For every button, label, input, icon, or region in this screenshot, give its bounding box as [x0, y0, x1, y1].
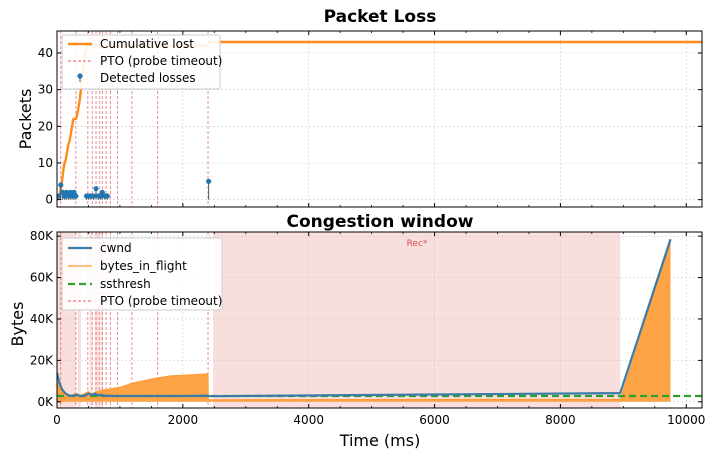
packet-loss-panel: Packet Loss Packets 0 10 20 30 40 Cumulative…	[16, 7, 703, 208]
x-tick-label: 8000	[545, 413, 576, 427]
y-tick-label: 60K	[30, 271, 54, 285]
congestion-window-ticks: 0K 20K 40K 60K 80K 0 2000 4000 6000 8000 10000	[30, 229, 706, 427]
detected-loss-point	[58, 182, 64, 188]
recovery-period	[89, 232, 93, 408]
packet-loss-title: Packet Loss	[324, 7, 437, 27]
legend-swatch-loss-point	[77, 73, 83, 79]
x-tick-label: 10000	[667, 413, 705, 427]
packet-loss-grid	[56, 31, 702, 207]
detected-loss-point	[90, 193, 97, 199]
x-tick-label: 4000	[293, 413, 324, 427]
packet-loss-frame	[56, 30, 703, 208]
legend-label: cwnd	[100, 241, 132, 255]
congestion-window-panel: Congestion window Bytes Rec* 0K 20K 40K 60K…	[8, 212, 705, 450]
legend-label: Cumulative lost	[100, 37, 194, 51]
legend-label: ssthresh	[100, 277, 151, 291]
legend-label: PTO (probe timeout)	[100, 54, 222, 68]
y-tick-label: 40	[38, 46, 53, 60]
packet-loss-ticks: 0 10 20 30 40	[38, 31, 702, 207]
y-tick-label: 10	[38, 156, 53, 170]
detected-loss-point	[73, 193, 79, 199]
packet-loss-legend: Cumulative lost PTO (probe timeout) Detect…	[61, 34, 222, 90]
congestion-window-xlabel: Time (ms)	[339, 431, 421, 450]
legend-label: PTO (probe timeout)	[100, 294, 222, 308]
packet-loss-pto-lines	[60, 31, 209, 207]
congestion-window-frame	[56, 231, 703, 409]
y-tick-label: 20	[38, 119, 53, 133]
packet-loss-ylabel: Packets	[16, 89, 35, 150]
legend-label: Detected losses	[100, 71, 196, 85]
recovery-period	[77, 232, 81, 408]
congestion-window-legend: cwnd bytes_in_flight ssthresh PTO (probe ti…	[61, 237, 223, 311]
recovery-annotation: Rec*	[407, 239, 428, 249]
congestion-window-data	[57, 238, 702, 402]
detected-loss-point	[93, 186, 99, 192]
congestion-window-ylabel: Bytes	[8, 302, 27, 347]
x-tick-label: 0	[53, 413, 61, 427]
legend-box	[61, 34, 221, 90]
detected-loss-point	[206, 178, 212, 184]
detected-loss-point	[104, 193, 110, 199]
y-tick-label: 80K	[30, 229, 54, 243]
congestion-window-title: Congestion window	[287, 212, 474, 232]
y-tick-label: 0	[45, 193, 53, 207]
y-tick-label: 0K	[37, 395, 54, 409]
x-tick-label: 2000	[168, 413, 199, 427]
recovery-period	[94, 232, 100, 408]
x-tick-label: 6000	[419, 413, 450, 427]
legend-box	[61, 237, 223, 311]
y-tick-label: 20K	[30, 353, 54, 367]
y-tick-label: 40K	[30, 312, 54, 326]
cwnd-line	[57, 238, 672, 398]
legend-label: bytes_in_flight	[100, 259, 187, 273]
y-tick-label: 30	[38, 83, 53, 97]
detected-loss-point	[99, 189, 105, 195]
recovery-period	[213, 232, 621, 408]
